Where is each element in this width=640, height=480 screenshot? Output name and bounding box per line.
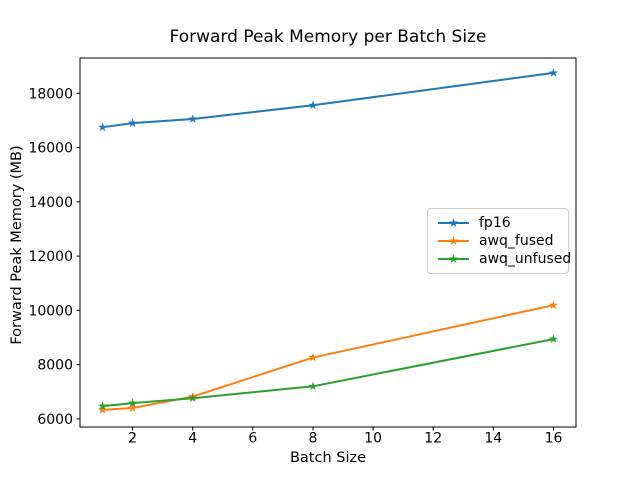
svg-text:6: 6 xyxy=(248,431,257,447)
svg-text:16000: 16000 xyxy=(28,141,73,157)
svg-text:16: 16 xyxy=(545,431,563,447)
legend-label: fp16 xyxy=(479,215,511,231)
legend-label: awq_fused xyxy=(479,233,554,249)
legend-line-sample-icon xyxy=(438,218,469,228)
legend-item-awq-unfused: awq_unfused xyxy=(437,250,571,268)
svg-text:18000: 18000 xyxy=(28,86,73,102)
svg-text:8: 8 xyxy=(309,431,318,447)
legend-item-fp16: fp16 xyxy=(437,214,562,232)
legend-item-awq-fused: awq_fused xyxy=(437,232,562,250)
svg-text:8000: 8000 xyxy=(37,358,73,374)
legend-label: awq_unfused xyxy=(479,251,572,267)
svg-text:10000: 10000 xyxy=(28,303,73,319)
svg-text:12000: 12000 xyxy=(28,249,73,265)
svg-text:14: 14 xyxy=(484,431,502,447)
y-axis-label: Forward Peak Memory (MB) xyxy=(9,145,25,345)
svg-text:10: 10 xyxy=(364,431,382,447)
svg-text:12: 12 xyxy=(424,431,442,447)
legend-line-sample-icon xyxy=(438,236,469,246)
svg-text:6000: 6000 xyxy=(37,412,73,428)
x-axis-label: Batch Size xyxy=(289,450,367,466)
chart-title: Forward Peak Memory per Batch Size xyxy=(169,27,487,47)
legend-line-sample-icon xyxy=(438,254,469,264)
svg-text:4: 4 xyxy=(188,431,197,447)
svg-text:2: 2 xyxy=(128,431,137,447)
legend: fp16 awq_fused awq_unfused xyxy=(427,208,571,274)
svg-text:14000: 14000 xyxy=(28,195,73,211)
